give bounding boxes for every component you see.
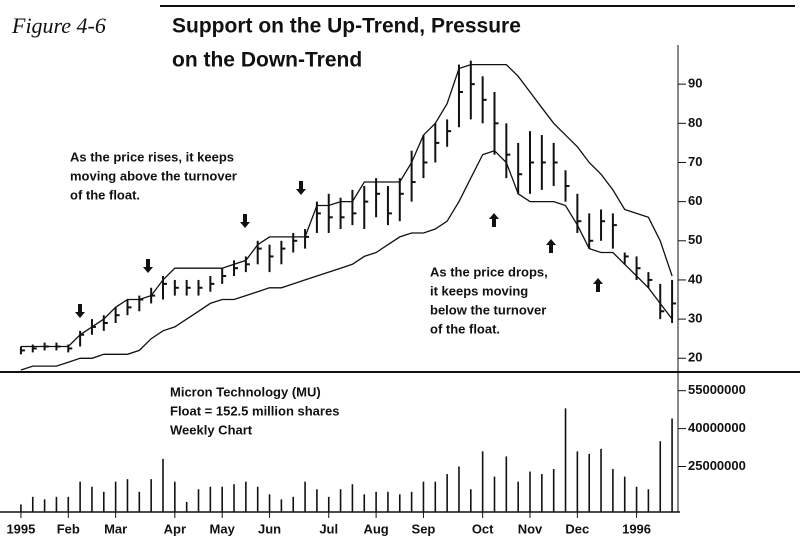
- y-tick-label: 40: [688, 271, 702, 286]
- x-tick-label: Jun: [258, 521, 281, 536]
- x-tick-label: Dec: [565, 521, 589, 536]
- envelope-line: [20, 63, 673, 348]
- y-tick-label: 30: [688, 311, 702, 326]
- x-tick-label: Feb: [57, 521, 80, 536]
- annotation: it keeps moving: [430, 283, 528, 298]
- x-tick-label: 1996: [622, 521, 651, 536]
- annotation: Weekly Chart: [170, 422, 253, 437]
- annotation: of the float.: [70, 187, 140, 202]
- y-tick-label: 25000000: [688, 458, 746, 473]
- y-tick-label: 60: [688, 193, 702, 208]
- y-tick-label: 50: [688, 232, 702, 247]
- annotation: As the price drops,: [430, 264, 548, 279]
- figure-label: Figure 4-6: [11, 13, 106, 38]
- annotation: As the price rises, it keeps: [70, 149, 234, 164]
- x-tick-label: May: [210, 521, 236, 536]
- y-tick-label: 55000000: [688, 382, 746, 397]
- x-tick-label: Oct: [472, 521, 494, 536]
- y-tick-label: 40000000: [688, 420, 746, 435]
- x-tick-label: Jul: [319, 521, 338, 536]
- x-tick-label: Aug: [363, 521, 388, 536]
- annotation: moving above the turnover: [70, 168, 237, 183]
- annotation: below the turnover: [430, 302, 546, 317]
- annotation: Micron Technology (MU): [170, 384, 321, 399]
- x-tick-label: Nov: [518, 521, 543, 536]
- y-tick-label: 80: [688, 115, 702, 130]
- x-tick-label: 1995: [6, 521, 35, 536]
- x-tick-label: Sep: [412, 521, 436, 536]
- y-tick-label: 20: [688, 350, 702, 365]
- arrows: [75, 181, 603, 318]
- y-tick-label: 70: [688, 154, 702, 169]
- envelope-line: [20, 149, 673, 371]
- chart-title: on the Down-Trend: [172, 49, 362, 72]
- annotation: of the float.: [430, 321, 500, 336]
- y-tick-label: 90: [688, 76, 702, 91]
- annotation: Float = 152.5 million shares: [170, 403, 339, 418]
- x-tick-label: Apr: [164, 521, 186, 536]
- x-tick-label: Mar: [104, 521, 127, 536]
- chart-title: Support on the Up-Trend, Pressure: [172, 15, 521, 38]
